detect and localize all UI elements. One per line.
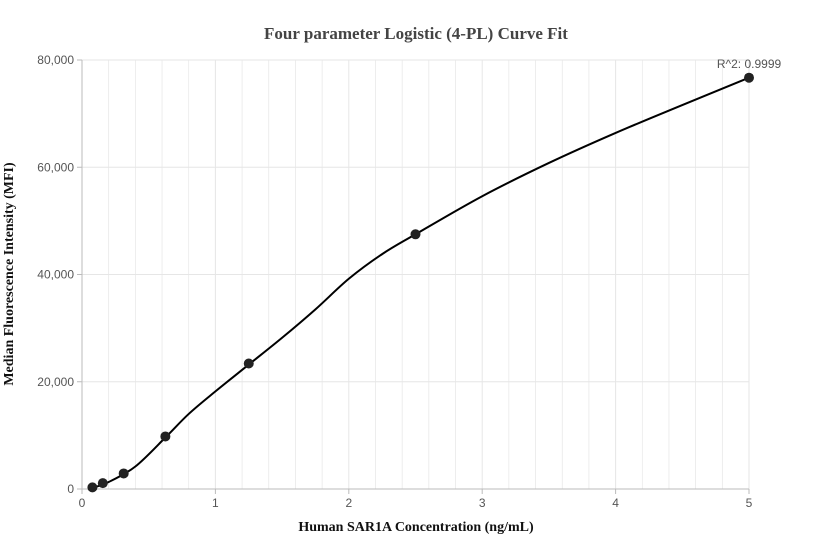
data-point <box>410 229 421 240</box>
r-squared-annotation: R^2: 0.9999 <box>717 57 782 71</box>
y-tick-label: 80,000 <box>37 53 74 67</box>
x-tick-label: 4 <box>612 496 619 510</box>
x-tick-label: 1 <box>212 496 219 510</box>
x-tick-label: 0 <box>79 496 86 510</box>
data-points <box>87 72 754 493</box>
fit-curve-group <box>92 76 750 489</box>
y-tick-label: 0 <box>67 482 74 496</box>
tick-labels: 0 1 2 3 4 5 0 20,000 40,000 60,000 80,000 <box>37 53 752 510</box>
y-tick-label: 60,000 <box>37 160 74 174</box>
x-tick-label: 3 <box>479 496 486 510</box>
data-point <box>87 482 98 493</box>
y-tick-label: 20,000 <box>37 375 74 389</box>
data-point <box>744 72 754 83</box>
y-tick-label: 40,000 <box>37 268 74 282</box>
x-tick-label: 2 <box>345 496 352 510</box>
data-point <box>118 468 129 479</box>
data-point <box>243 358 254 369</box>
x-axis-title: Human SAR1A Concentration (ng/mL) <box>298 520 534 535</box>
x-tick-label: 5 <box>746 496 753 510</box>
fit-curve-line <box>92 76 750 489</box>
data-point <box>97 478 108 489</box>
grid-lines <box>81 59 750 490</box>
chart-title: Four parameter Logistic (4-PL) Curve Fit <box>264 24 568 43</box>
axes <box>77 59 750 494</box>
data-point <box>160 431 171 442</box>
y-axis-title: Median Fluorescence Intensity (MFI) <box>2 162 17 386</box>
